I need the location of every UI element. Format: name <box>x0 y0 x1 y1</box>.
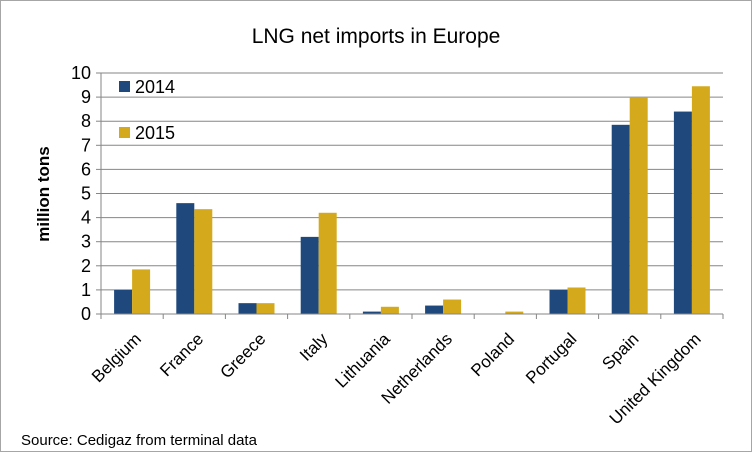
axes <box>100 73 723 315</box>
x-tick-label: Spain <box>598 329 642 373</box>
y-tick-label: 1 <box>81 280 91 300</box>
y-tick-label: 7 <box>81 135 91 155</box>
bars <box>100 86 724 319</box>
bar-2015-portugal <box>567 287 586 314</box>
legend-swatch-2014 <box>119 81 130 92</box>
legend-label-2015: 2015 <box>135 123 175 143</box>
y-tick-labels: 0 1 2 3 4 5 6 7 8 9 10 <box>71 63 91 324</box>
bar-2014-portugal <box>549 289 568 314</box>
x-tick-label: France <box>156 329 207 380</box>
y-tick-label: 2 <box>81 256 91 276</box>
bar-2015-poland <box>505 311 524 314</box>
bar-2014-belgium <box>114 289 133 314</box>
x-tick-label: Greece <box>216 329 269 382</box>
bar-2015-netherlands <box>443 299 462 314</box>
bar-2015-greece <box>256 303 275 314</box>
bar-2015-spain <box>629 97 648 314</box>
x-tick-label: Portugal <box>522 329 580 387</box>
y-tick-label: 8 <box>81 111 91 131</box>
y-tick-label: 0 <box>81 304 91 324</box>
legend-swatch-2015 <box>119 127 130 138</box>
bar-2015-italy <box>318 212 337 314</box>
bar-2015-france <box>194 209 213 314</box>
y-tick-label: 6 <box>81 159 91 179</box>
y-tick-label: 9 <box>81 87 91 107</box>
x-tick-label: Italy <box>296 329 332 365</box>
chart-title: LNG net imports in Europe <box>252 25 501 48</box>
bar-2015-united-kingdom <box>691 86 710 314</box>
source-note: Source: Cedigaz from terminal data <box>21 432 258 449</box>
y-axis-label: million tons <box>34 146 53 241</box>
y-tick-label: 5 <box>81 184 91 204</box>
bar-2015-belgium <box>132 269 151 314</box>
x-tick-label: Belgium <box>88 329 145 386</box>
bar-2014-united-kingdom <box>673 111 692 314</box>
bar-2014-greece <box>238 303 257 314</box>
bar-2014-italy <box>300 236 319 314</box>
x-tick-label: Lithuania <box>331 329 394 392</box>
y-tick-label: 10 <box>71 63 91 83</box>
x-tick-labels: Belgium France Greece Italy LithuaniaNetherl… <box>88 329 705 428</box>
bar-2015-lithuania <box>380 306 399 314</box>
legend: 2014 2015 <box>119 77 175 143</box>
x-tick-label: Poland <box>467 329 518 380</box>
bar-2014-netherlands <box>425 305 444 314</box>
bar-2014-spain <box>611 124 630 314</box>
y-tick-label: 4 <box>81 208 91 228</box>
bar-2014-lithuania <box>362 311 381 314</box>
y-tick-label: 3 <box>81 232 91 252</box>
bar-2014-france <box>176 203 195 314</box>
legend-label-2014: 2014 <box>135 77 175 97</box>
